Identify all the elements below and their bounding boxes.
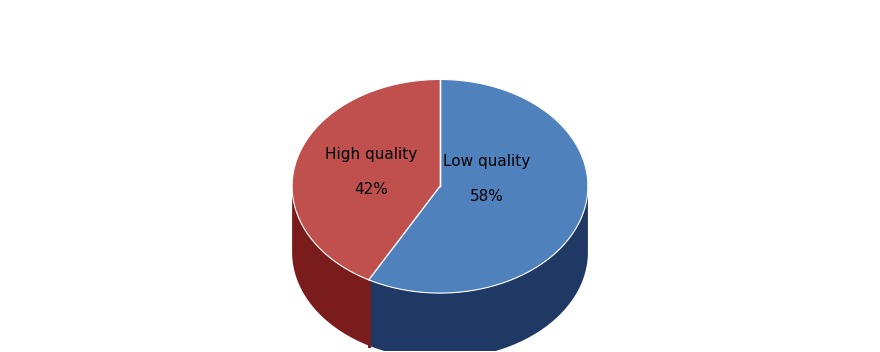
Text: 42%: 42% (354, 182, 388, 197)
Text: High quality: High quality (325, 147, 417, 162)
Text: Low quality: Low quality (443, 154, 531, 169)
Polygon shape (369, 80, 588, 293)
Text: 58%: 58% (470, 189, 503, 204)
Polygon shape (369, 186, 588, 352)
Polygon shape (292, 187, 369, 346)
Polygon shape (292, 80, 440, 280)
